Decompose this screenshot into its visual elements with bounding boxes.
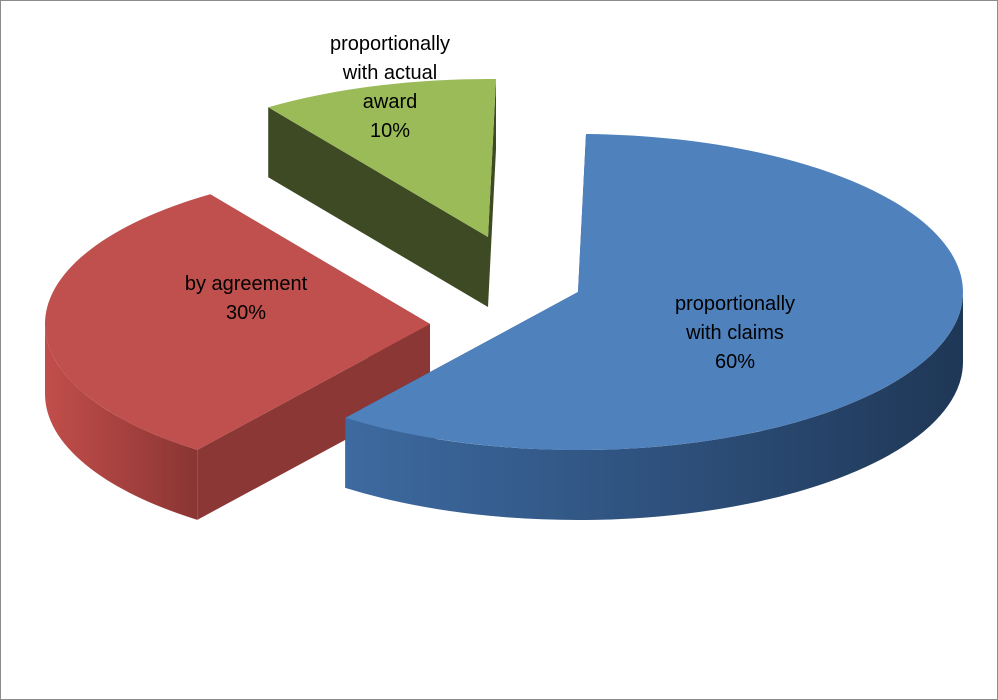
data-label-by-agreement: by agreement 30% [185, 273, 308, 324]
pie-slice-by-agreement [44, 194, 430, 520]
data-label-proportionally-with-actual-award: proportionally with actual award 10% [330, 33, 450, 142]
pie-slice-proportionally-with-claims [345, 134, 963, 521]
pie-slice-side [345, 292, 963, 521]
pie-slice-side [45, 324, 198, 520]
pie-slice-top [345, 134, 963, 450]
pie-slice-wall [268, 107, 488, 308]
pie-slice-top [268, 78, 497, 237]
pie-slice-top [44, 194, 430, 450]
pie-slice-wall [488, 79, 497, 307]
pie-slice-proportionally-with-actual-award [268, 78, 497, 308]
data-label-proportionally-with-claims: proportionally with claims 60% [675, 293, 795, 373]
pie-slice-wall [197, 324, 430, 520]
